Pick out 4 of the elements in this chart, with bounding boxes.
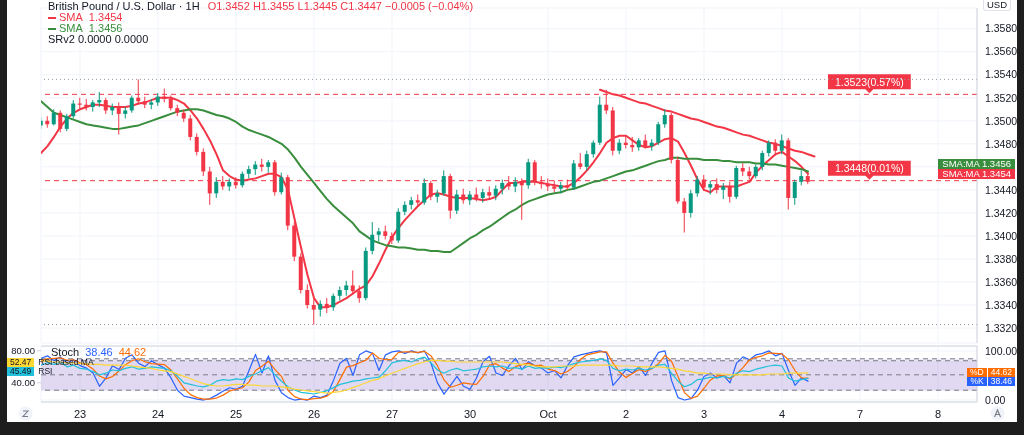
text: 45.49 [7,366,35,377]
y2-tick-label: 80.00 [11,345,35,357]
y2-tick-label: 40.00 [11,377,35,389]
text: 52.47 [7,357,35,368]
